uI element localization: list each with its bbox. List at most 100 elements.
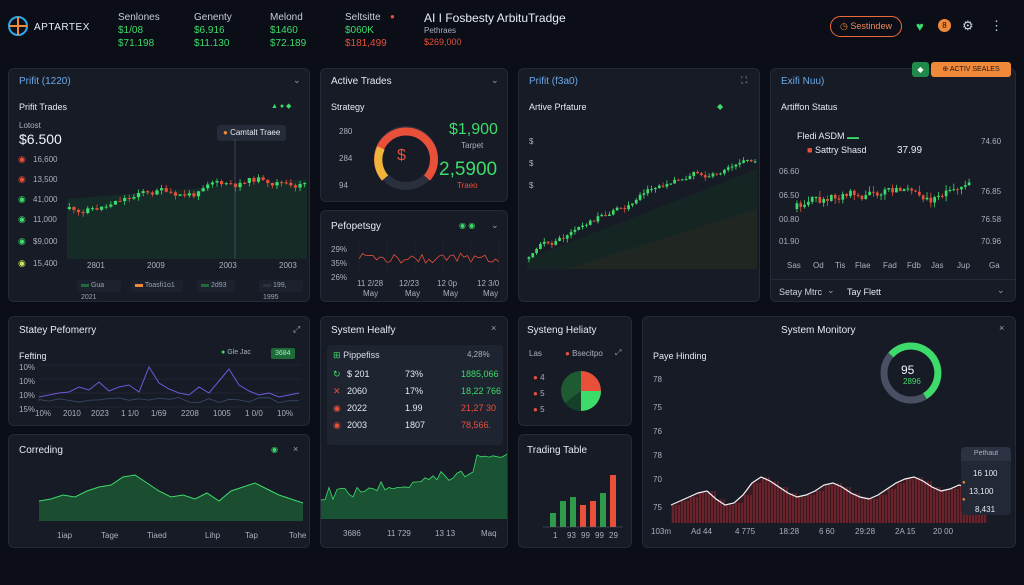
- candle-body: [826, 199, 829, 201]
- headline-label: Lotost: [19, 121, 41, 130]
- candle-body: [585, 224, 588, 226]
- settings-icon[interactable]: ⚙: [962, 18, 974, 33]
- axis-tick-label: 3686: [343, 529, 361, 538]
- candle-body: [879, 194, 883, 196]
- candle-body: [229, 183, 233, 185]
- candle-body: [753, 161, 757, 163]
- y-label: $: [529, 159, 534, 168]
- candle-body: [891, 187, 894, 193]
- system-monitory-panel: System Monitory × Paye Hinding 95 2896 7…: [642, 316, 1016, 548]
- profit-panel: Prifit (1220) ⌄ Prifit Trades ▲ ● ◆ Loto…: [8, 68, 310, 302]
- candle-body: [883, 189, 887, 195]
- side-value: 13,100: [969, 487, 994, 496]
- candle-body: [910, 188, 914, 191]
- axis-tick-label: 11 729: [387, 529, 411, 538]
- close-icon[interactable]: ×: [293, 444, 299, 454]
- chevron-down-icon[interactable]: ⌄: [491, 220, 499, 230]
- chevron-down-icon[interactable]: ⌄: [491, 75, 499, 85]
- expand-icon[interactable]: ⛶: [741, 75, 748, 85]
- area-chart: [321, 453, 507, 519]
- candle-body: [581, 225, 584, 227]
- side-value: 8,431: [975, 505, 996, 514]
- chevron-down-icon[interactable]: ⌄: [293, 75, 301, 85]
- axis-tick-label: 1iap: [57, 531, 73, 540]
- notification-badge[interactable]: 8: [938, 19, 951, 32]
- candle-body: [914, 190, 917, 192]
- filter-icon[interactable]: ▲ ● ◆: [271, 103, 292, 110]
- metric-select-value[interactable]: Tay Flett: [847, 287, 882, 297]
- candle-body: [956, 189, 959, 191]
- candle-body: [215, 181, 219, 183]
- candle-body: [178, 194, 182, 196]
- candle-body: [201, 188, 205, 192]
- candle-body: [810, 197, 814, 202]
- axis-tick-label: 11,000: [33, 215, 57, 224]
- candle-body: [746, 159, 749, 161]
- candle-body: [795, 203, 799, 209]
- axis-tick-label: 29: [609, 531, 618, 540]
- axis-tick-label: May: [363, 289, 379, 298]
- candle-body: [588, 220, 592, 225]
- active-trades-panel: Active Trades ⌄ Strategy 280 284 94 $ $1…: [320, 68, 508, 202]
- axis-tick-label: Ga: [989, 261, 1000, 270]
- axis-tick-label: 10%: [19, 391, 36, 400]
- status-dot-icon: ◉: [18, 258, 26, 268]
- bar: [570, 497, 576, 527]
- axis-tick-label: 70: [653, 475, 662, 484]
- target-value: $1,900: [449, 121, 498, 138]
- expand-icon[interactable]: ⤢: [615, 348, 622, 357]
- candle-body: [565, 235, 569, 239]
- candle-body: [634, 199, 638, 204]
- strategy-performance-panel: Statey Pefomerry ⤢ Fefting ● Gle Jac 368…: [8, 316, 310, 426]
- candlestick-chart: [67, 139, 307, 259]
- clock-icon: ◷: [840, 21, 848, 31]
- candle-body: [933, 197, 936, 203]
- axis-tick-label: 1: [553, 531, 558, 540]
- header-action-button[interactable]: ◷ Sestindew: [830, 16, 902, 37]
- table-cell: 2060: [347, 386, 368, 396]
- pie-axis-label: ● 5: [533, 405, 545, 414]
- table-cell: 21,27 30: [461, 403, 497, 413]
- table-cell: 1807: [405, 420, 426, 430]
- status-dot-icon: ◉: [18, 236, 26, 246]
- axis-tick-label: 2009: [147, 261, 165, 270]
- series-line: [38, 365, 300, 398]
- legend-chip: ● Gle Jac: [221, 349, 251, 356]
- candle-body: [822, 199, 826, 203]
- bar: [550, 513, 556, 527]
- candle-body: [196, 191, 201, 197]
- marker-dot-icon: ●: [962, 480, 966, 486]
- toggle-icon[interactable]: ◆: [912, 62, 929, 77]
- more-menu-icon[interactable]: ⋮: [990, 18, 1003, 33]
- health-pie-chart: [561, 371, 601, 411]
- chevron-down-icon[interactable]: ⌄: [997, 285, 1005, 295]
- axis-tick-label: 75: [653, 403, 662, 412]
- axis-tick-label: 6 60: [819, 527, 835, 536]
- close-icon[interactable]: ×: [999, 323, 1005, 333]
- candle-body: [895, 187, 898, 193]
- active-sales-badge[interactable]: ⊕ ACTIV SEALES: [931, 62, 1011, 77]
- chevron-down-icon[interactable]: ⌄: [827, 285, 835, 295]
- candle-body: [818, 196, 822, 203]
- heart-icon[interactable]: ♥: [916, 19, 924, 34]
- bar: [580, 505, 586, 527]
- candle-body: [577, 226, 581, 230]
- legend-item: Toasfi1o1: [131, 280, 183, 292]
- expand-icon[interactable]: ⤢: [293, 324, 301, 334]
- candle-body: [841, 194, 845, 200]
- close-icon[interactable]: ×: [491, 323, 497, 333]
- candle-body: [155, 190, 159, 195]
- chart-area: [67, 179, 307, 259]
- header-stat-1: Senlones $1/08 $71.198: [118, 12, 160, 49]
- alert-dot-icon: ●: [390, 12, 395, 21]
- brand-name: APTARTEX: [34, 22, 90, 33]
- candle-body: [849, 190, 852, 196]
- status-dot-icon: ◉: [18, 194, 26, 204]
- candle-body: [224, 183, 228, 185]
- candle-body: [546, 241, 550, 244]
- axis-tick-label: 76.85: [981, 187, 1002, 196]
- candle-body: [95, 208, 99, 210]
- metric-select-label[interactable]: Setay Mtrc: [779, 287, 823, 297]
- axis-tick-label: Tohe: [289, 531, 307, 540]
- axis-tick-label: 10%: [19, 377, 36, 386]
